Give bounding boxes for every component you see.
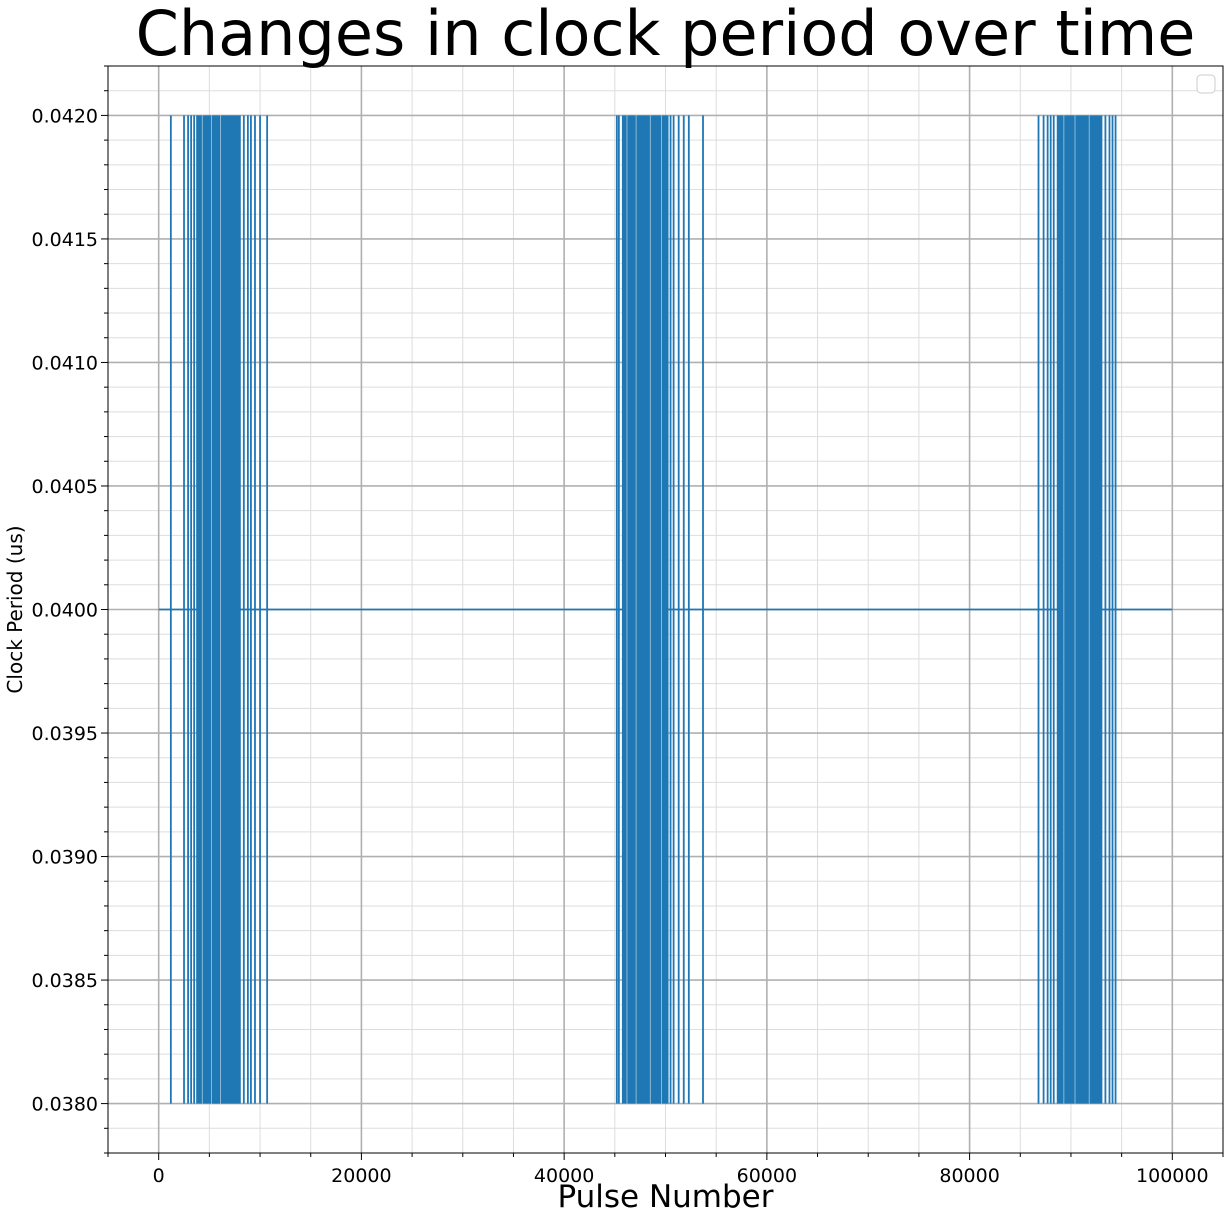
y-tick-label: 0.0420 [32,105,98,127]
x-tick-label: 0 [153,1165,165,1187]
y-tick-label: 0.0405 [32,476,98,498]
y-tick-label: 0.0410 [32,352,98,374]
y-tick-label: 0.0400 [32,600,98,622]
oscillation-band [196,115,241,1104]
y-tick-label: 0.0390 [32,847,98,869]
x-tick-label: 100000 [1136,1165,1209,1187]
oscillation-band [1056,115,1103,1104]
chart-title: Changes in clock period over time [136,0,1196,70]
legend-box [1196,74,1216,94]
oscillation-band [621,115,669,1104]
y-axis-label: Clock Period (us) [3,525,27,693]
x-tick-label: 80000 [939,1165,999,1187]
y-tick-label: 0.0415 [32,229,98,251]
series-layer [158,115,1173,1104]
y-tick-label: 0.0385 [32,970,98,992]
x-tick-label: 20000 [331,1165,391,1187]
x-tick-label: 60000 [737,1165,797,1187]
y-tick-label: 0.0395 [32,723,98,745]
x-axis-label: Pulse Number [557,1179,773,1215]
ticks-layer: 0 20000 40000 60000 80000 100000 0.0380 0.0385 0… [32,65,1224,1187]
y-tick-label: 0.0380 [32,1094,98,1116]
x-tick-label: 40000 [534,1165,594,1187]
